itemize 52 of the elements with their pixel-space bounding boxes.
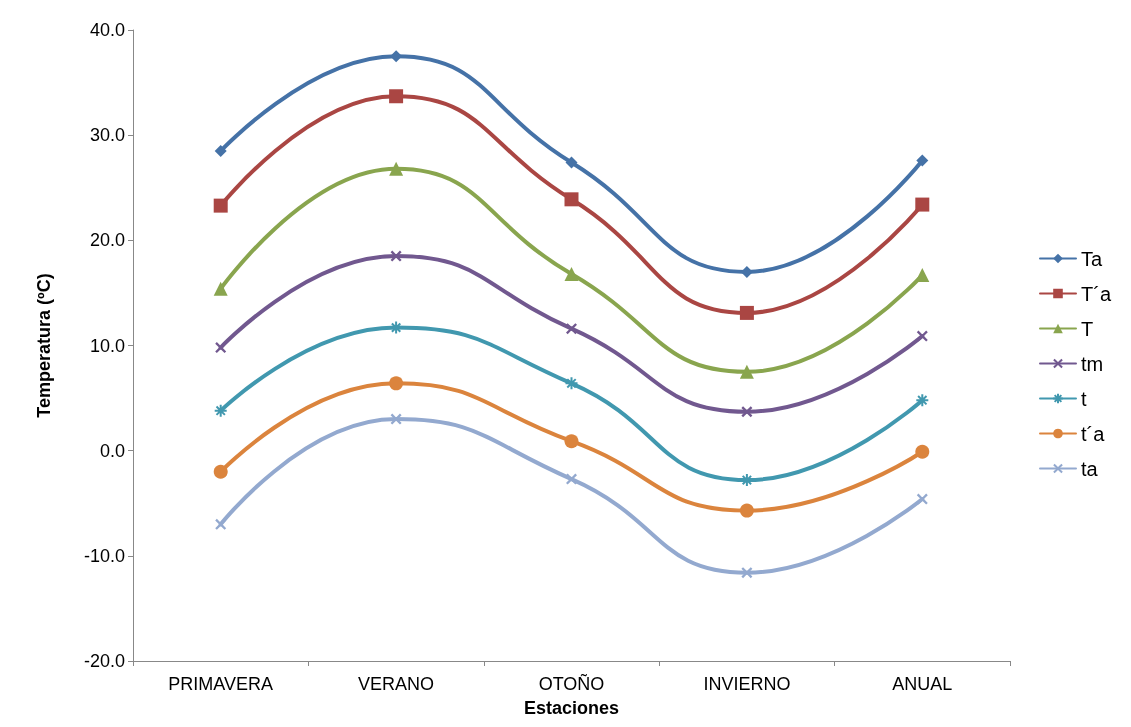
- y-tick-label: -20.0: [83, 651, 125, 671]
- legend-label: T: [1081, 317, 1094, 340]
- point: [741, 406, 753, 418]
- legend-label: t´a: [1081, 422, 1106, 445]
- x-tick-label: INVIERNO: [703, 674, 791, 694]
- x-tick-label: ANUAL: [892, 674, 953, 694]
- point: [564, 266, 579, 281]
- point: [565, 156, 578, 169]
- y-tick-label: 30.0: [89, 125, 125, 146]
- point: [389, 376, 404, 391]
- x-tick-label: PRIMAVERA: [168, 674, 274, 694]
- point: [213, 198, 228, 213]
- point: [566, 473, 577, 485]
- point: [739, 364, 754, 379]
- point: [564, 376, 579, 391]
- legend-label: t: [1081, 387, 1087, 410]
- point: [915, 268, 930, 283]
- point: [915, 197, 930, 212]
- point: [739, 503, 754, 518]
- point: [564, 192, 579, 207]
- point: [390, 250, 402, 262]
- point: [214, 144, 227, 157]
- x-tick-label: OTOÑO: [538, 673, 605, 694]
- legend-label: Ta: [1081, 247, 1103, 270]
- point: [916, 154, 929, 167]
- legend-label: T´a: [1081, 282, 1112, 305]
- point: [739, 305, 754, 320]
- point: [213, 464, 228, 479]
- legend-label: ta: [1081, 457, 1099, 480]
- x-axis-title: Estaciones: [523, 698, 620, 718]
- point: [564, 434, 579, 449]
- y-tick-label: 10.0: [89, 335, 125, 356]
- point: [916, 493, 928, 505]
- x-tick-label: VERANO: [358, 674, 435, 694]
- point: [389, 89, 404, 104]
- legend-label: tm: [1081, 352, 1104, 375]
- point: [741, 567, 753, 579]
- y-tick-label: -10.0: [83, 545, 125, 566]
- point: [215, 342, 227, 354]
- point: [390, 413, 402, 425]
- y-tick-label: 40.0: [89, 20, 125, 40]
- point: [916, 330, 928, 342]
- point: [213, 281, 228, 296]
- point: [215, 518, 227, 530]
- point: [915, 444, 930, 459]
- point: [915, 393, 930, 408]
- y-axis-title: Temperatura (ºC): [34, 273, 54, 418]
- point: [389, 161, 404, 176]
- y-tick-label: 0.0: [99, 440, 125, 461]
- y-tick-label: 20.0: [89, 230, 125, 251]
- point: [213, 403, 228, 418]
- point: [566, 323, 577, 335]
